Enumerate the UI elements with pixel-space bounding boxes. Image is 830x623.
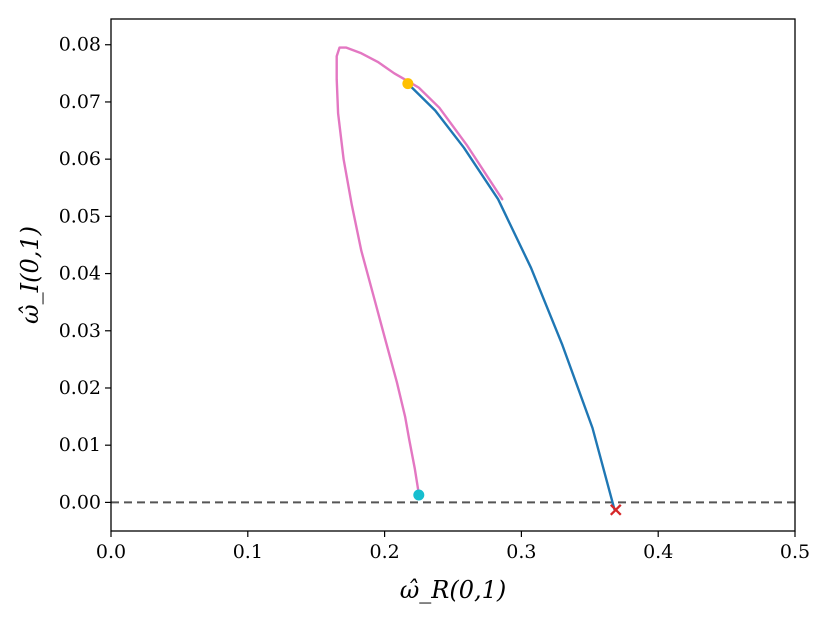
x-tick-label: 0.0 (96, 541, 126, 563)
plot-area (111, 46, 795, 516)
marker-point-2 (413, 489, 425, 501)
y-tick-label: 0.04 (59, 263, 101, 285)
plot-frame (110, 18, 796, 532)
y-tick-label: 0.08 (59, 34, 101, 56)
series-line-1 (335, 46, 504, 495)
y-axis: 0.00 0.01 0.02 0.03 0.04 0.05 0.06 0.07 0.08 (59, 34, 111, 513)
x-tick-label: 0.1 (233, 541, 263, 563)
x-tick-label: 0.3 (506, 541, 536, 563)
x-tick-label: 0.4 (643, 541, 673, 563)
series-line-2 (406, 82, 616, 511)
x-tick-label: 0.5 (780, 541, 810, 563)
marker-point-3 (609, 504, 622, 516)
marker-point-1 (402, 78, 414, 90)
y-tick-label: 0.07 (59, 91, 101, 113)
y-tick-label: 0.02 (59, 377, 101, 399)
x-axis-label: ω̂_R(0,1) (400, 576, 507, 604)
y-tick-label: 0.01 (59, 434, 101, 456)
y-tick-label: 0.03 (59, 320, 101, 342)
x-tick-label: 0.2 (369, 541, 399, 563)
y-tick-label: 0.00 (59, 491, 101, 513)
y-axis-label: ω̂_I(0,1) (16, 226, 44, 324)
y-tick-label: 0.06 (59, 148, 101, 170)
x-axis: 0.0 0.1 0.2 0.3 0.4 0.5 (96, 531, 810, 563)
y-tick-label: 0.05 (59, 205, 101, 227)
